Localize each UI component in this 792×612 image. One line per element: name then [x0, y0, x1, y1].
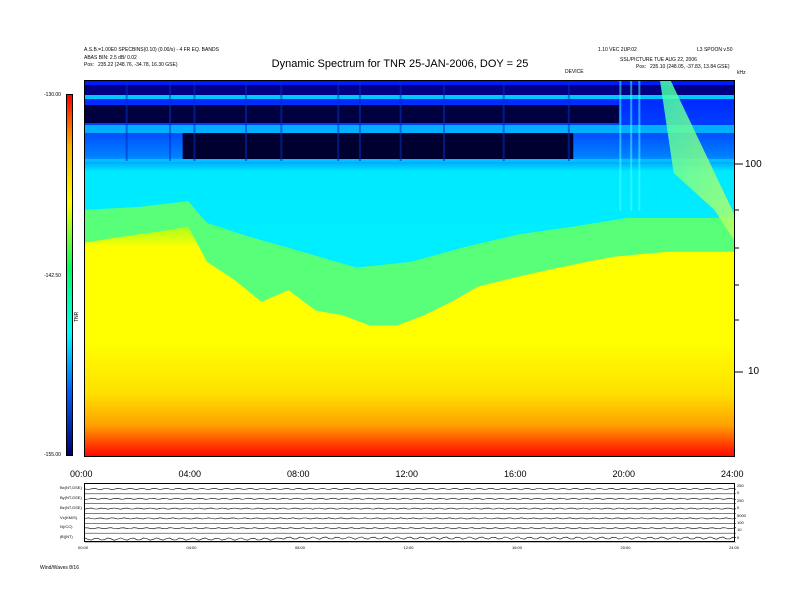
panel-x-tick-0: 00:00 — [78, 545, 89, 550]
type3-burst — [660, 81, 734, 240]
streak-8 — [443, 81, 446, 161]
panel-row-label-1: By(NT,GSE) — [60, 494, 82, 500]
dark-bands — [85, 85, 734, 162]
colorbar — [66, 94, 73, 456]
panel-row-label-4: N(/CC) — [60, 524, 73, 530]
header-left-pos-label: Pos: — [84, 62, 95, 68]
x-tick-2000: 20:00 — [612, 469, 636, 479]
streaks — [125, 81, 641, 211]
colorbar-tick-mid: -142.50 — [44, 273, 61, 279]
chart-title: Dynamic Spectrum for TNR 25-JAN-2006, DO… — [271, 58, 529, 70]
colorbar-label: TNR — [74, 311, 80, 322]
streak-13 — [638, 81, 641, 211]
panel-right-tick-4: 5000 — [737, 512, 746, 518]
streak-5 — [337, 81, 340, 161]
trace-5 — [84, 536, 737, 541]
colorbar-tick-bottom: -155.00 — [44, 452, 61, 458]
streak-10 — [567, 81, 570, 161]
dark-band-5 — [85, 159, 734, 162]
trace-2 — [84, 507, 737, 510]
streak-4 — [280, 81, 283, 161]
panel-x-tick-4: 16:00 — [512, 545, 523, 550]
panel-x-tick-1: 04:00 — [186, 545, 197, 550]
streak-7 — [399, 81, 402, 161]
dark-band-0 — [85, 85, 734, 95]
y-axis-ticks — [735, 163, 743, 373]
header-center-small: DEVICE — [565, 69, 584, 75]
trace-0 — [84, 487, 737, 490]
x-tick-0000: 00:00 — [70, 469, 93, 479]
x-tick-0800: 08:00 — [287, 469, 310, 479]
dark-band-4 — [182, 133, 574, 159]
header-right-line2: SSL/PICTURE TUE AUG 22, 2006 — [620, 57, 697, 63]
panel-row-label-5: |B|(NT) — [60, 534, 73, 540]
solar-wind-traces — [84, 487, 737, 544]
streak-3 — [245, 81, 248, 161]
streak-9 — [502, 81, 505, 161]
header-right-top2: L3 SPOON v.50 — [697, 47, 733, 53]
panel-x-tick-5: 20:00 — [620, 545, 631, 550]
yellow-region — [85, 226, 734, 456]
dark-band-3 — [85, 125, 734, 133]
y-tick-100: 100 — [745, 159, 762, 170]
panel-footer: Wind/Waves 8/16 — [40, 565, 79, 571]
header-right-top1: 1.10 VEC 2UP.02 — [598, 47, 637, 53]
spectrogram-svg — [85, 81, 734, 456]
trace-4 — [84, 527, 737, 530]
solar-wind-panel — [84, 483, 737, 544]
panel-right-tick-6: 10 — [737, 527, 742, 533]
streak-11 — [619, 81, 622, 211]
y-tick-10: 10 — [748, 366, 760, 377]
panel-right-tick-2: 250 — [737, 497, 744, 503]
trace-3 — [84, 517, 737, 520]
streak-0 — [125, 81, 128, 161]
panel-x-tick-3: 12:00 — [403, 545, 414, 550]
panel-right-tick-7: 0 — [737, 534, 740, 540]
streak-12 — [630, 81, 633, 211]
x-tick-2400: 24:00 — [721, 469, 744, 479]
header-right-pos-label: Pos: — [636, 64, 647, 70]
header-left-line2: ABAS BIN: 2.5 dB/ 0.02 — [84, 55, 137, 61]
panel-right-tick-5: 100 — [737, 520, 744, 525]
panel-x-tick-6: 24:00 — [729, 545, 740, 550]
header-left-line1: A.S.B.=1.00E0 SPECBINS(0.10) (0.00/s) - … — [84, 47, 219, 53]
x-tick-0400: 04:00 — [178, 469, 202, 479]
panel-row-label-0: Bx(NT,GSE) — [60, 485, 82, 490]
dark-band-2 — [85, 105, 619, 123]
freq-unit-label: kHz — [737, 70, 746, 76]
header-left-pos-value: 235.22 (248.76, -34.78, 16.30 GSE) — [98, 62, 178, 68]
trace-1 — [84, 497, 737, 500]
dark-band-1 — [85, 95, 734, 99]
panel-row-label-2: Bz(NT,GSE) — [60, 504, 82, 510]
panel-right-tick-0: 250 — [737, 483, 744, 488]
x-tick-1200: 12:00 — [395, 469, 419, 479]
streak-1 — [169, 81, 172, 161]
x-tick-1600: 16:00 — [504, 469, 527, 479]
panel-right-tick-1: 0 — [737, 490, 740, 496]
streak-2 — [193, 81, 196, 161]
panel-x-tick-2: 08:00 — [295, 545, 306, 550]
header-right-pos-value: 235.10 (248.05, -37.83, 13.84 GSE) — [650, 64, 730, 70]
panel-row-label-3: Vx(KM/S) — [60, 514, 78, 520]
panel-right-tick-3: 0 — [737, 505, 740, 511]
spectrogram-plot — [84, 80, 735, 457]
streak-6 — [358, 81, 361, 161]
colorbar-tick-top: -130.00 — [44, 92, 61, 98]
